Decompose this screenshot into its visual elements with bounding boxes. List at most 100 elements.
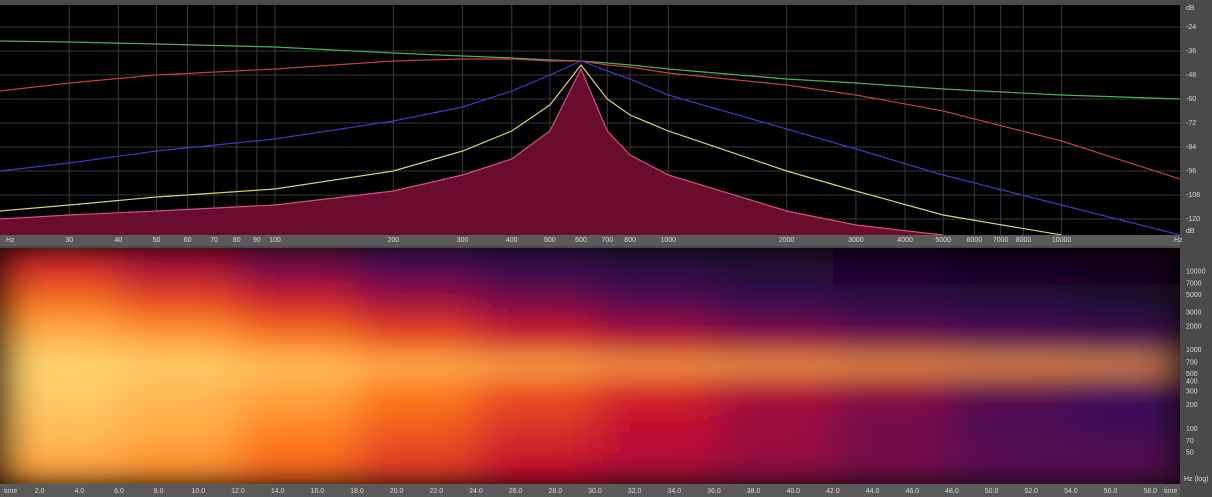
spectrogram-cell	[356, 336, 477, 359]
spectrogram-cell	[832, 336, 953, 359]
spectrogram-cell	[0, 357, 120, 372]
spectrogram-cell	[594, 405, 715, 430]
spectrogram-cell	[594, 357, 715, 372]
spectrogram-cell	[356, 429, 477, 454]
x-unit-label: Hz	[1174, 237, 1183, 244]
spectrogram-cell	[1070, 370, 1180, 383]
x-tick-label: 34.0	[667, 488, 681, 495]
spectrogram-cell	[951, 357, 1072, 372]
x-tick-label: 30	[65, 237, 73, 244]
x-tick-label: 12.0	[231, 488, 245, 495]
y-tick-label: 1000	[1186, 347, 1202, 354]
spectrogram-cell	[713, 381, 834, 406]
x-tick-label: 50	[153, 237, 161, 244]
spectrogram-cell	[356, 283, 477, 314]
x-tick-label: 4000	[897, 237, 913, 244]
spectrogram-cell	[237, 370, 358, 383]
spectrogram-cell	[0, 283, 120, 314]
spectrogram-cell	[594, 370, 715, 383]
x-tick-label: 800	[624, 237, 636, 244]
spectrogram-cell	[0, 429, 120, 454]
spectrogram-cell	[951, 429, 1072, 454]
y-tick-label: 7000	[1186, 281, 1202, 288]
spectrogram-cell	[0, 370, 120, 383]
spectrogram-cell	[713, 283, 834, 314]
x-tick-label: 52.0	[1024, 488, 1038, 495]
spectrogram-cell	[951, 336, 1072, 359]
spectrogram-cell	[1070, 381, 1180, 406]
spectrogram-cell	[237, 336, 358, 359]
spectrogram-cell	[713, 452, 834, 484]
spectrogram-cell	[832, 405, 953, 430]
x-tick-label: 6000	[967, 237, 983, 244]
y-tick-label: 700	[1186, 359, 1198, 366]
spectrogram-cell	[475, 248, 596, 285]
spectrogram-cell	[951, 405, 1072, 430]
x-tick-label: 24.0	[469, 488, 483, 495]
x-tick-label: 16.0	[310, 488, 324, 495]
spectrogram-x-axis	[0, 484, 1180, 497]
y-tick-label: 5000	[1186, 292, 1202, 299]
spectrogram-cell	[356, 248, 477, 285]
x-tick-label: 8000	[1016, 237, 1032, 244]
spectrogram-cell	[832, 283, 953, 314]
spectrogram-cell	[594, 336, 715, 359]
x-tick-label: 36.0	[707, 488, 721, 495]
spectrogram-cell	[832, 429, 953, 454]
x-unit-label: time	[1164, 488, 1177, 495]
x-tick-label: 400	[506, 237, 518, 244]
spectrogram-cell	[0, 405, 120, 430]
spectrogram-cell	[0, 312, 120, 337]
spectrogram-cell	[475, 283, 596, 314]
x-tick-label: 50.0	[985, 488, 999, 495]
x-tick-label: 28.0	[548, 488, 562, 495]
spectrogram-cell	[0, 381, 120, 406]
y-tick-label: 10000	[1186, 269, 1206, 276]
y-tick-label: 300	[1186, 388, 1198, 395]
x-tick-label: 18.0	[350, 488, 364, 495]
y-tick-label: -72	[1186, 120, 1196, 127]
x-tick-label: 6.0	[114, 488, 124, 495]
spectrogram-cell	[118, 452, 239, 484]
spectrogram-cell	[1070, 405, 1180, 430]
spectrogram-cell	[951, 370, 1072, 383]
spectrogram-cell	[951, 381, 1072, 406]
spectrogram-cell	[713, 357, 834, 372]
spectrogram-cell	[237, 283, 358, 314]
x-tick-label: 48.0	[945, 488, 959, 495]
x-tick-label: 5000	[935, 237, 951, 244]
spectrogram-cell	[713, 405, 834, 430]
spectrogram-cell	[475, 405, 596, 430]
x-unit-label: Hz	[6, 237, 15, 244]
spectrogram-cell	[118, 248, 239, 285]
spectrogram-cell	[475, 429, 596, 454]
y-tick-label: -96	[1186, 168, 1196, 175]
spectrogram-cell	[832, 312, 953, 337]
spectrogram-cell	[713, 248, 834, 285]
spectrogram-cell	[475, 357, 596, 372]
y-tick-label: -60	[1186, 96, 1196, 103]
spectrogram-cell	[475, 312, 596, 337]
y-tick-label: -84	[1186, 144, 1196, 151]
x-tick-label: 10.0	[192, 488, 206, 495]
spectrogram-cell	[356, 357, 477, 372]
y-tick-label: 50	[1186, 450, 1194, 457]
y-tick-label: -24	[1186, 24, 1196, 31]
x-tick-label: 80	[233, 237, 241, 244]
spectrogram-cell	[1070, 336, 1180, 359]
spectrogram-cell	[0, 336, 120, 359]
spectrogram-cell	[951, 283, 1072, 314]
x-tick-label: 2.0	[35, 488, 45, 495]
x-tick-label: 30.0	[588, 488, 602, 495]
y-tick-label: 200	[1186, 402, 1198, 409]
y-tick-label: 70	[1186, 438, 1194, 445]
x-tick-label: 54.0	[1064, 488, 1078, 495]
spectrogram-cell	[594, 452, 715, 484]
spectrogram-cell	[356, 370, 477, 383]
spectrogram-cell	[1070, 312, 1180, 337]
spectrogram-cell	[118, 381, 239, 406]
spectrogram-cell	[118, 312, 239, 337]
y-tick-label: -48	[1186, 72, 1196, 79]
spectrogram-cell	[356, 381, 477, 406]
